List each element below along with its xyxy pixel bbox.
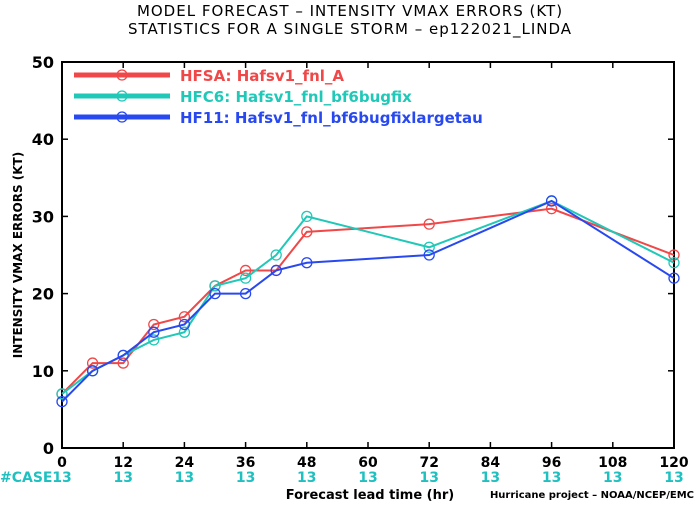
x-tick-label: 36: [236, 455, 255, 471]
data-point: [545, 195, 558, 207]
data-point: [86, 357, 99, 369]
data-point: [148, 334, 160, 346]
legend-swatch-marker: [116, 111, 128, 123]
case-count: 13: [297, 470, 316, 486]
case-count: 13: [236, 470, 255, 486]
series-1: [56, 203, 680, 400]
data-point: [209, 287, 221, 300]
chart-title-line-1: MODEL FORECAST – INTENSITY VMAX ERRORS (…: [136, 2, 564, 20]
x-tick-label: 84: [481, 455, 501, 471]
axes: 0 12 24 36 48 60 72 84 96 108 120 0 10 20 30 40 50 13 13 13…: [32, 53, 689, 486]
data-point: [270, 264, 282, 277]
data-point: [56, 388, 68, 400]
data-point: [423, 218, 435, 230]
data-point: [668, 257, 680, 269]
series-line: [61, 199, 675, 395]
legend: HFSA: Hafsv1_fnl_A HFC6: Hafsv1_fnl_bf6bu…: [74, 67, 483, 127]
x-tick-label: 60: [358, 455, 378, 471]
data-point: [239, 272, 252, 284]
y-tick-label: 10: [32, 362, 54, 381]
x-axis-label: Forecast lead time (hr): [286, 488, 454, 503]
case-count: 13: [175, 470, 194, 486]
case-count: 13: [603, 470, 622, 486]
series-line: [61, 199, 675, 403]
data-point: [178, 311, 191, 323]
case-count: 13: [52, 470, 71, 486]
x-tick-label: 120: [659, 455, 688, 471]
plot-area: [56, 195, 680, 408]
data-point: [239, 287, 252, 300]
case-count: 13: [664, 470, 683, 486]
series-3: [56, 195, 680, 408]
data-point: [423, 249, 435, 261]
case-count: 13: [419, 470, 438, 486]
data-point: [117, 349, 129, 362]
chart-title-line-2: STATISTICS FOR A SINGLE STORM – ep122021…: [127, 20, 573, 38]
data-point: [301, 226, 313, 238]
data-point: [178, 326, 191, 338]
case-count: 13: [113, 470, 132, 486]
data-point: [270, 249, 282, 261]
data-point: [239, 264, 252, 277]
series-line: [61, 207, 675, 395]
data-point: [178, 318, 191, 331]
data-point: [148, 326, 160, 338]
data-point: [56, 396, 68, 408]
data-point: [301, 210, 313, 223]
y-tick-label: 30: [32, 207, 54, 226]
x-tick-label: 96: [542, 455, 561, 471]
x-tick-label: 12: [113, 455, 132, 471]
x-tick-label: 24: [175, 455, 195, 471]
y-tick-label: 0: [43, 439, 54, 458]
series-2: [56, 195, 680, 400]
case-count: 13: [481, 470, 500, 486]
y-axis-label: INTENSITY VMAX ERRORS (KT): [11, 152, 25, 358]
case-count: 13: [542, 470, 561, 486]
data-point: [668, 249, 680, 261]
legend-entry-label: HF11: Hafsv1_fnl_bf6bugfixlargetau: [180, 109, 483, 127]
x-tick-label: 108: [598, 455, 627, 471]
legend-entry-label: HFC6: Hafsv1_fnl_bf6bugfix: [180, 88, 412, 106]
x-tick-label: 48: [297, 455, 316, 471]
legend-swatch-marker: [116, 69, 128, 81]
data-point: [148, 318, 160, 331]
case-label: #CASE: [0, 470, 53, 486]
legend-entry-label: HFSA: Hafsv1_fnl_A: [180, 67, 344, 85]
data-point: [668, 272, 680, 284]
y-tick-label: 40: [32, 130, 54, 149]
data-point: [545, 203, 558, 215]
credit-text: Hurricane project – NOAA/NCEP/EMC: [489, 490, 694, 501]
data-point: [209, 280, 221, 292]
data-point: [423, 241, 435, 253]
x-tick-label: 72: [419, 455, 438, 471]
y-tick-label: 50: [32, 53, 54, 72]
y-tick-label: 20: [32, 285, 54, 304]
x-tick-label: 0: [57, 455, 67, 471]
case-count: 13: [358, 470, 377, 486]
data-point: [117, 357, 129, 369]
data-point: [301, 257, 313, 269]
data-point: [86, 365, 99, 377]
legend-swatch-marker: [116, 90, 128, 102]
